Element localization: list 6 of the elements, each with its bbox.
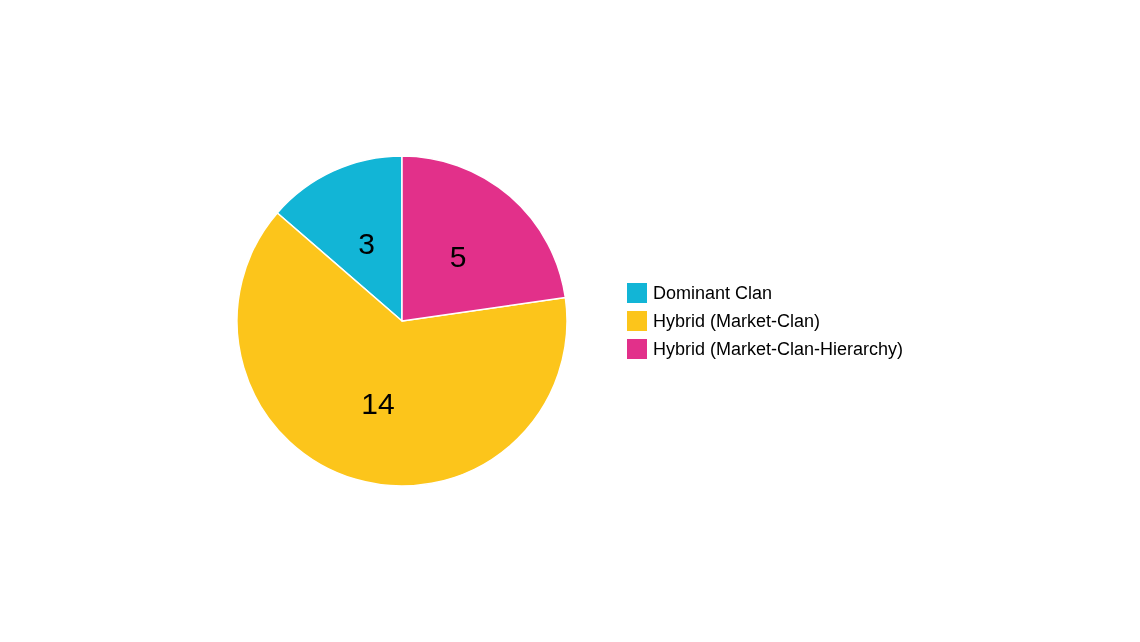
legend-label: Hybrid (Market-Clan) <box>653 311 821 331</box>
legend-label: Dominant Clan <box>653 283 773 303</box>
data-label: 3 <box>358 226 375 260</box>
legend-label: Hybrid (Market-Clan-Hierarchy) <box>653 339 904 359</box>
data-label: 5 <box>449 239 467 273</box>
data-label: 14 <box>361 386 395 420</box>
